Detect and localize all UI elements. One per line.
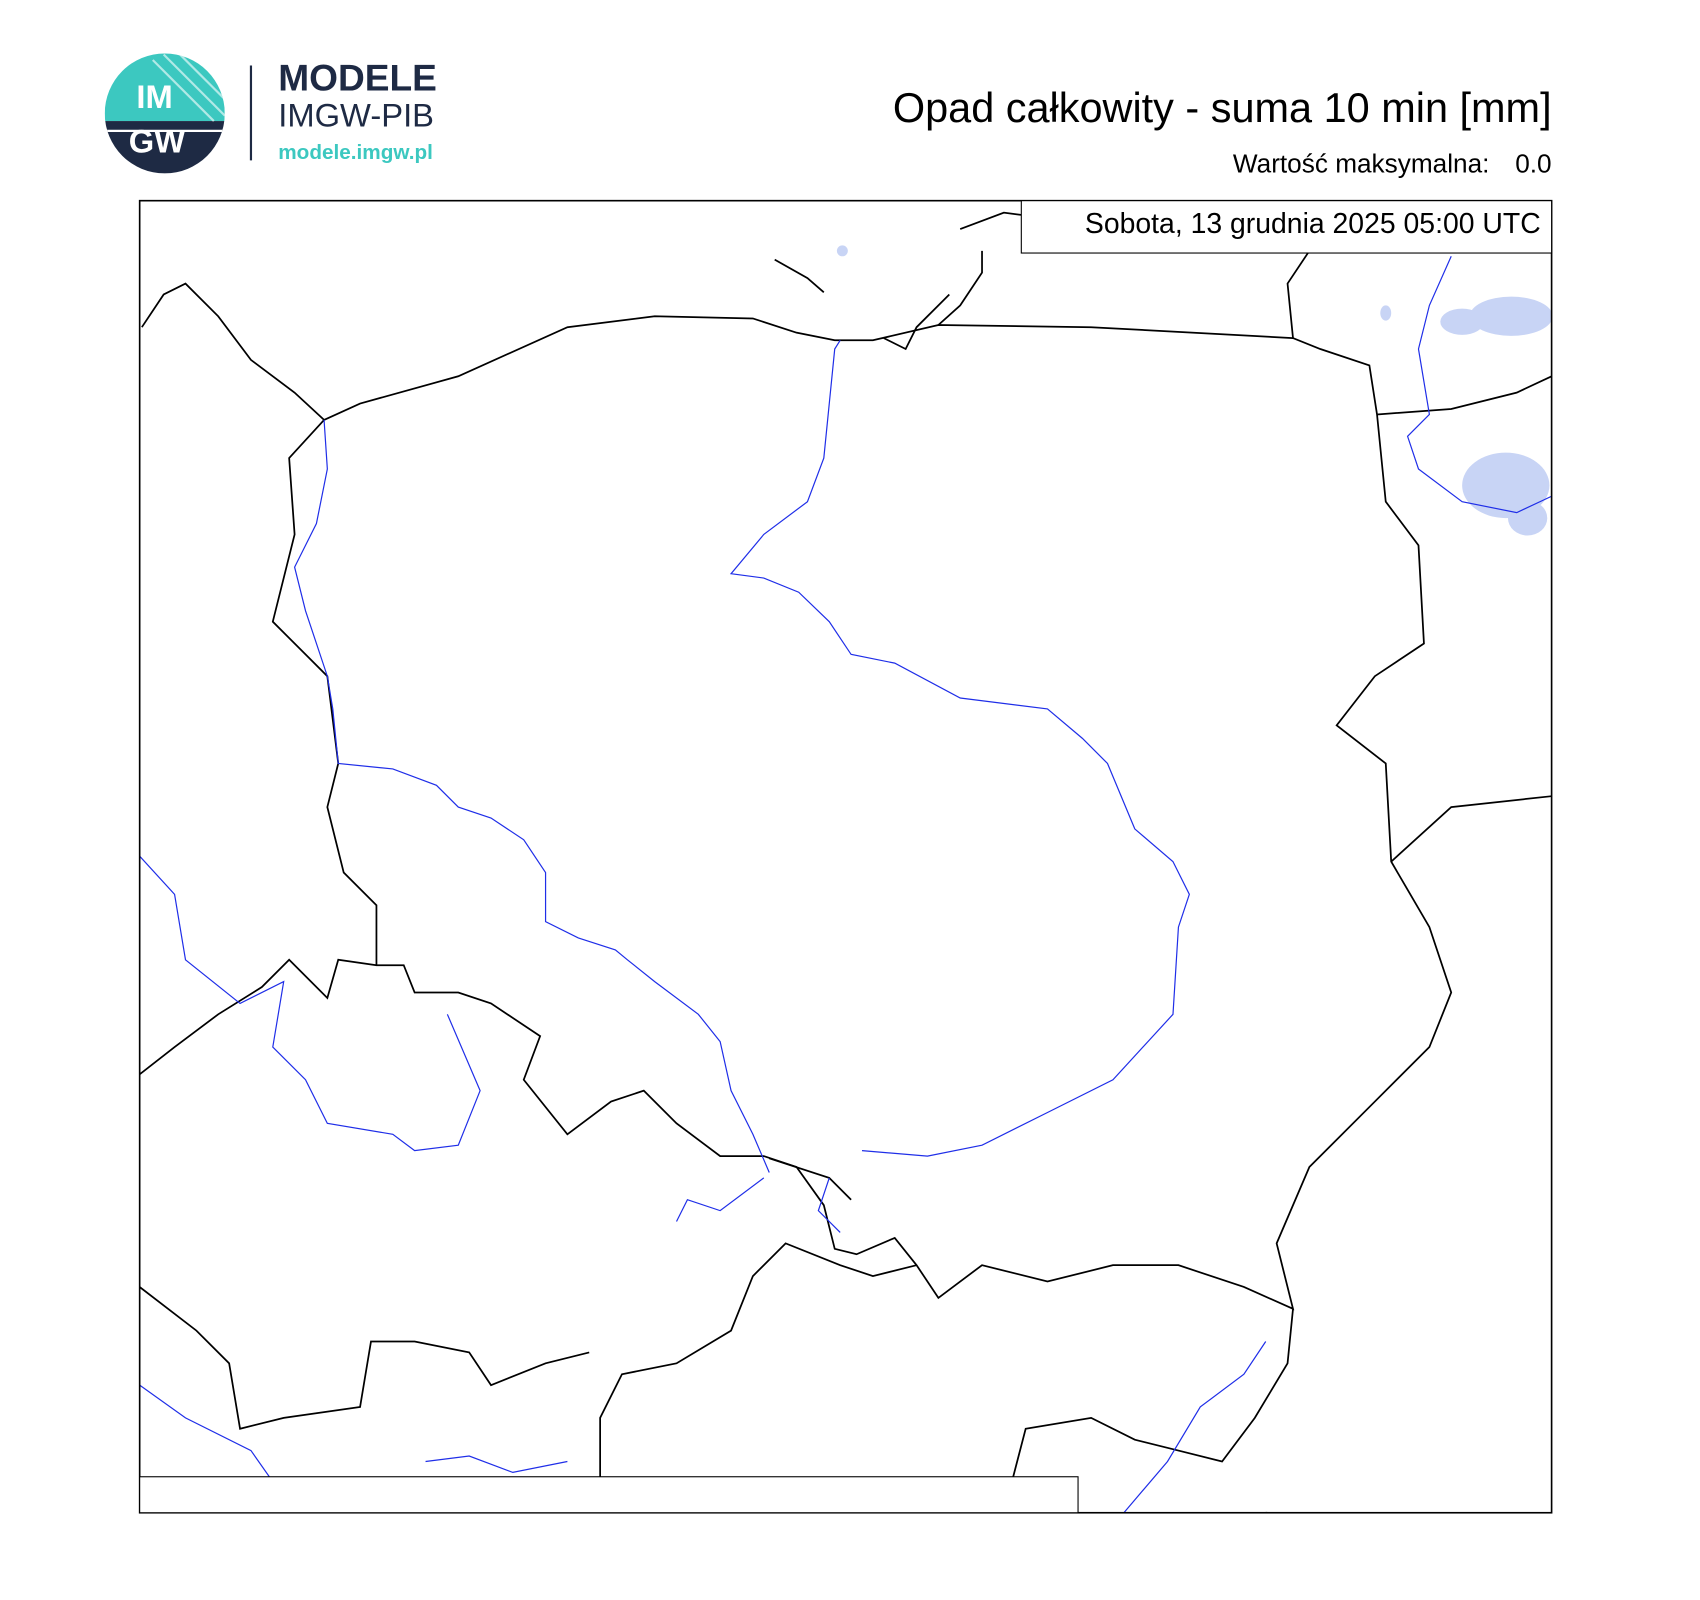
poland-border	[139, 315, 1453, 1311]
logo-text: IM	[136, 78, 172, 115]
max-label: Wartość maksymalna:	[1233, 149, 1490, 179]
max-value: 0.0	[1515, 149, 1551, 179]
timestamp: Sobota, 13 grudnia 2025 05:00 UTC	[1085, 208, 1541, 240]
map	[139, 200, 1552, 1513]
timestamp-box	[1020, 200, 1553, 254]
footer-box	[139, 1476, 1079, 1514]
logo: IM GW	[104, 53, 225, 174]
logo-text: GW	[129, 123, 185, 160]
brand: MODELE	[278, 57, 437, 99]
url: modele.imgw.pl	[278, 141, 433, 164]
title: Opad całkowity - suma 10 min [mm]	[893, 84, 1552, 131]
org: IMGW-PIB	[278, 96, 434, 133]
